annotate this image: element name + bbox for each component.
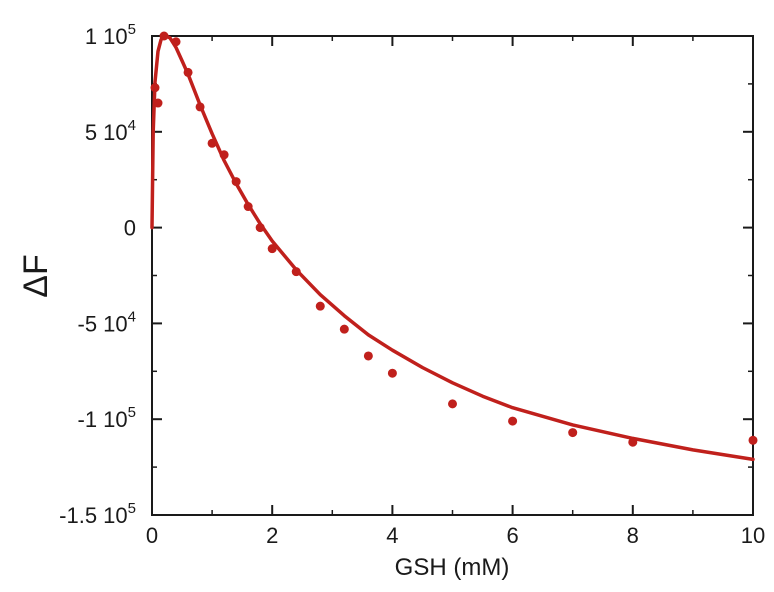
x-tick-label: 6 bbox=[506, 523, 518, 548]
y-tick-exponent: 5 bbox=[128, 21, 136, 38]
data-point bbox=[243, 202, 253, 212]
data-point bbox=[568, 428, 578, 438]
x-tick-label: 4 bbox=[386, 523, 398, 548]
y-tick-mantissa: -1.5 10 bbox=[59, 503, 128, 528]
data-point bbox=[291, 267, 301, 277]
y-tick-label: 5 104 bbox=[85, 117, 136, 145]
data-point bbox=[153, 98, 163, 108]
data-point bbox=[171, 37, 181, 47]
x-tick-label: 2 bbox=[266, 523, 278, 548]
y-tick-label: 1 105 bbox=[85, 21, 136, 49]
y-tick-label: 0 bbox=[124, 216, 136, 241]
y-tick-exponent: 4 bbox=[128, 308, 136, 325]
x-tick-label: 10 bbox=[741, 523, 765, 548]
y-tick-label: -1 105 bbox=[78, 404, 137, 432]
data-points-series bbox=[150, 31, 758, 447]
x-axis-label: GSH (mM) bbox=[395, 554, 510, 581]
data-point bbox=[183, 67, 193, 77]
data-point bbox=[219, 150, 229, 160]
y-tick-mantissa: 0 bbox=[124, 216, 136, 241]
data-point bbox=[207, 138, 217, 148]
data-point bbox=[231, 177, 241, 187]
data-point bbox=[508, 416, 518, 426]
y-tick-mantissa: -1 10 bbox=[78, 407, 128, 432]
x-tick-label: 0 bbox=[146, 523, 158, 548]
y-tick-exponent: 4 bbox=[128, 117, 136, 134]
data-point bbox=[628, 437, 638, 447]
y-tick-label: -5 104 bbox=[78, 308, 137, 336]
y-tick-mantissa: 1 10 bbox=[85, 24, 128, 49]
x-axis: 0 2 4 6 8 10 bbox=[146, 36, 765, 548]
data-point bbox=[748, 435, 758, 445]
data-point bbox=[267, 244, 277, 254]
data-point bbox=[255, 223, 265, 233]
data-point bbox=[387, 368, 397, 378]
data-point bbox=[315, 301, 325, 311]
y-tick-mantissa: -5 10 bbox=[78, 311, 128, 336]
y-tick-label: -1.5 105 bbox=[59, 500, 136, 528]
fit-curve-series bbox=[150, 33, 755, 462]
data-point bbox=[448, 399, 457, 409]
data-point bbox=[150, 83, 160, 93]
data-point bbox=[339, 324, 349, 334]
fit-curve bbox=[150, 33, 755, 462]
data-point bbox=[159, 31, 169, 41]
y-tick-mantissa: 5 10 bbox=[85, 120, 128, 145]
x-tick-label: 8 bbox=[627, 523, 639, 548]
y-tick-exponent: 5 bbox=[128, 500, 136, 517]
data-point bbox=[363, 351, 373, 361]
y-axis-label: ΔF bbox=[17, 254, 55, 297]
data-point bbox=[195, 102, 205, 112]
y-tick-exponent: 5 bbox=[128, 404, 136, 421]
